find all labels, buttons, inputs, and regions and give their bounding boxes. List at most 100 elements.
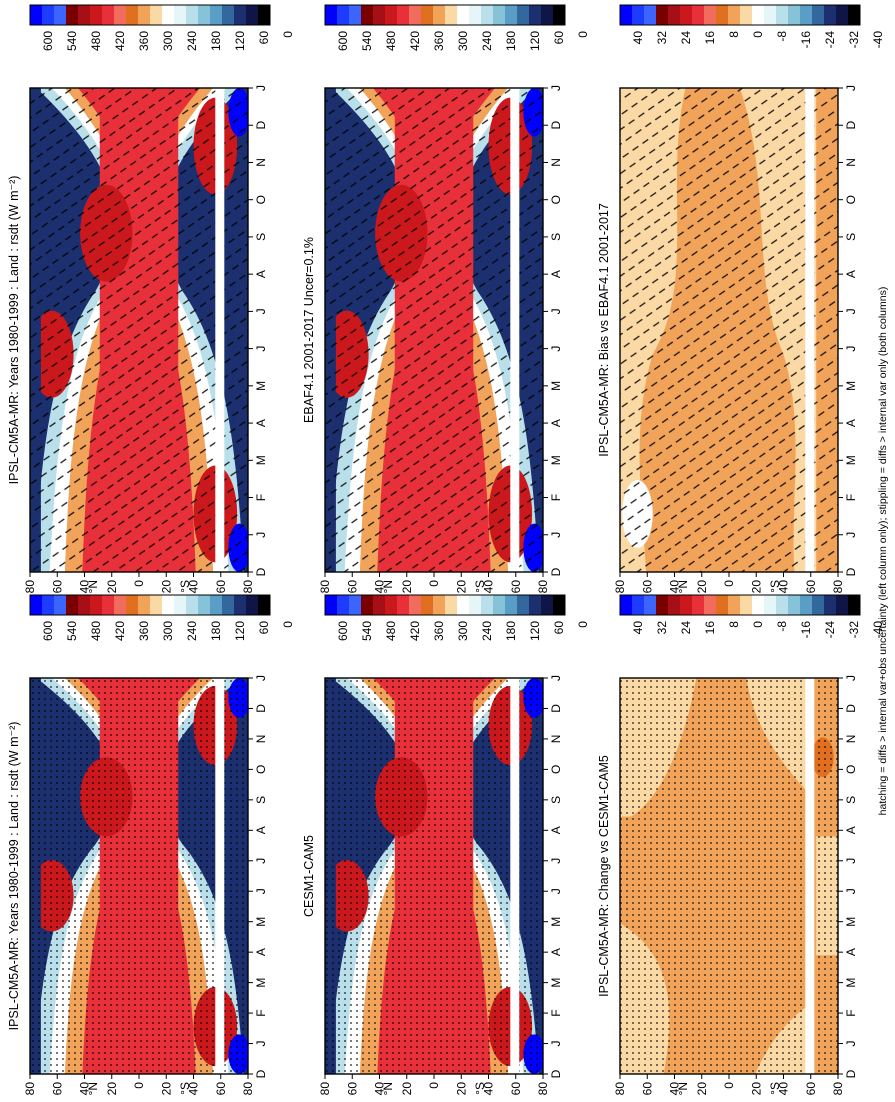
colorbar-label: 32: [655, 621, 669, 635]
colorbar-swatch: [836, 595, 849, 615]
x-tick-label: D: [844, 567, 858, 576]
x-tick-label: D: [844, 121, 858, 130]
x-tick-label: D: [254, 704, 268, 713]
colorbar-swatch: [361, 595, 374, 615]
colorbar-swatch: [397, 5, 410, 25]
x-tick-label: A: [549, 419, 563, 427]
y-tick-label: 40: [668, 580, 682, 594]
colorbar-swatch: [337, 5, 350, 25]
colorbar-swatch: [800, 595, 813, 615]
hemisphere-label: °S: [178, 1082, 192, 1095]
colorbar-swatch: [457, 595, 470, 615]
colorbar-swatch: [632, 595, 645, 615]
colorbar-swatch: [704, 5, 717, 25]
x-tick-label: A: [844, 419, 858, 427]
colorbar-swatch: [114, 5, 127, 25]
colorbar-label: 360: [432, 31, 446, 51]
colorbar-swatch: [457, 5, 470, 25]
y-tick-label: 80: [23, 580, 37, 594]
colorbar-swatch: [397, 595, 410, 615]
colorbar-swatch: [373, 5, 386, 25]
colorbar-swatch: [788, 5, 801, 25]
x-tick-label: J: [549, 308, 563, 314]
x-tick-label: A: [844, 948, 858, 956]
hemisphere-label: °N: [676, 1082, 690, 1095]
y-tick-label: 80: [318, 1082, 332, 1096]
colorbar-label: 16: [703, 621, 717, 635]
colorbar-swatch: [54, 595, 67, 615]
colorbar-swatch: [102, 595, 115, 615]
colorbar-swatch: [469, 5, 482, 25]
x-tick-label: J: [844, 346, 858, 352]
colorbar-frame: [29, 4, 271, 26]
x-tick-label: M: [844, 455, 858, 465]
colorbar-label: 32: [655, 31, 669, 45]
y-tick-label: 0: [722, 1082, 736, 1089]
colorbar-swatch: [445, 5, 458, 25]
colorbar-swatch: [186, 5, 199, 25]
x-tick-label: M: [844, 917, 858, 927]
x-tick-label: N: [844, 158, 858, 167]
colorbar-label: 240: [185, 621, 199, 641]
stippling-overlay: [325, 678, 543, 1074]
colorbar-swatch: [800, 5, 813, 25]
colorbar-swatch: [529, 595, 542, 615]
x-tick-label: S: [844, 233, 858, 241]
colorbar-swatch: [234, 5, 247, 25]
y-tick-label: 60: [804, 1082, 818, 1096]
colorbar-frame: [324, 594, 566, 616]
y-tick-label: 20: [749, 1082, 763, 1096]
y-tick-label: 60: [509, 1082, 523, 1096]
colorbar-swatch: [258, 595, 271, 615]
x-tick-label: S: [549, 233, 563, 241]
y-tick-label: 20: [159, 580, 173, 594]
y-tick-label: 20: [105, 1082, 119, 1096]
y-tick-label: 80: [241, 1082, 255, 1096]
hemisphere-label: °S: [473, 580, 487, 593]
masked-latitude-band: [805, 88, 815, 572]
colorbar-swatch: [433, 5, 446, 25]
colorbar-label: 360: [137, 31, 151, 51]
colorbar-swatch: [505, 595, 518, 615]
colorbar-label: -24: [823, 621, 837, 639]
heatmap-body: [325, 678, 543, 1074]
colorbar-swatch: [409, 5, 422, 25]
masked-latitude-band: [215, 678, 225, 1074]
colorbar-swatch: [668, 5, 681, 25]
colorbar-swatch: [620, 595, 633, 615]
colorbar-swatch: [198, 595, 211, 615]
colorbar-absolute-2: 600 540 480 420 360 300 240 180 120 60 0: [324, 4, 590, 51]
colorbar-label: -16: [799, 31, 813, 49]
y-tick-label: 0: [132, 580, 146, 587]
colorbar-label: 240: [185, 31, 199, 51]
chart-panel-5: IPSL-CM5A-MR: Bias vs EBAF4.1 2001-2017 D…: [597, 85, 858, 593]
x-tick-label: D: [844, 704, 858, 713]
x-tick-label: O: [844, 765, 858, 774]
colorbar-label: 600: [41, 621, 55, 641]
colorbar-label: 16: [703, 31, 717, 45]
panel-title: IPSL-CM5A-MR: Bias vs EBAF4.1 2001-2017: [597, 203, 611, 457]
colorbar-swatch: [788, 595, 801, 615]
x-tick-label: A: [254, 419, 268, 427]
x-tick-label: D: [549, 121, 563, 130]
heatmap-body: [325, 88, 543, 572]
colorbar-swatch: [174, 595, 187, 615]
stippling-overlay: [620, 678, 838, 1074]
colorbar-swatch: [78, 5, 91, 25]
colorbar-swatch: [752, 5, 765, 25]
x-tick-label: J: [844, 1041, 858, 1047]
masked-latitude-band: [215, 88, 225, 572]
x-tick-label: J: [844, 85, 858, 91]
colorbar-swatch: [210, 595, 223, 615]
x-tick-label: J: [254, 85, 268, 91]
x-tick-label: S: [254, 796, 268, 804]
colorbar-swatch: [680, 5, 693, 25]
y-tick-label: 40: [482, 1082, 496, 1096]
colorbar-swatch: [764, 595, 777, 615]
colorbar-swatch: [234, 595, 247, 615]
colorbar-label: 120: [528, 31, 542, 51]
colorbar-swatch: [692, 595, 705, 615]
colorbar-swatch: [728, 595, 741, 615]
colorbar-swatch: [138, 595, 151, 615]
